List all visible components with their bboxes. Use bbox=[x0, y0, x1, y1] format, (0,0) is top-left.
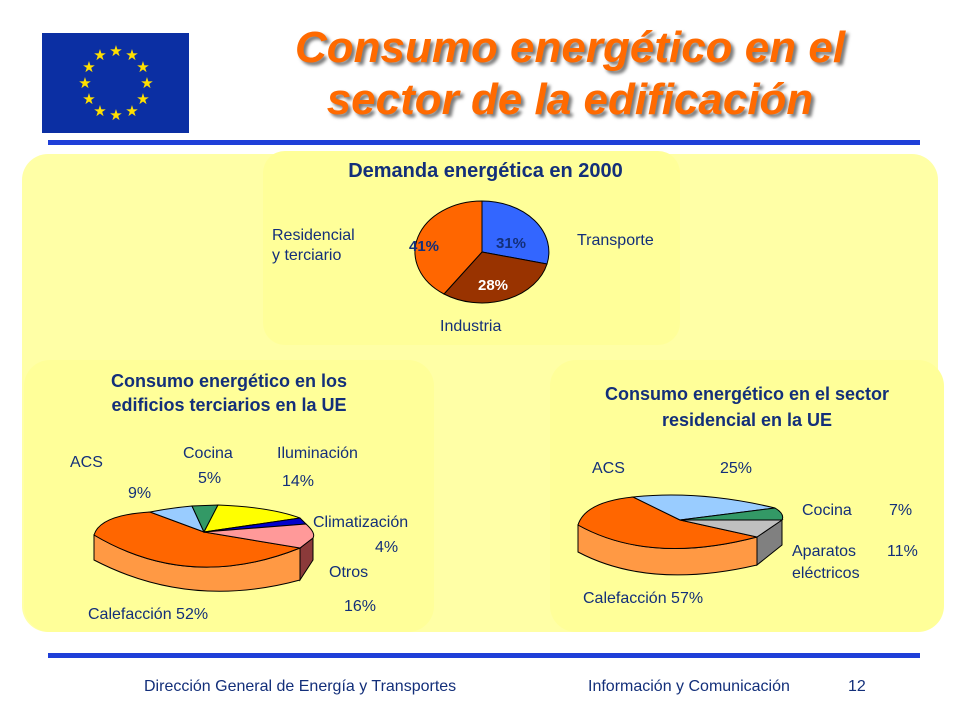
label-residencial-line1: Residencial bbox=[272, 227, 355, 244]
svg-text:★: ★ bbox=[93, 46, 106, 64]
footer-left: Dirección General de Energía y Transport… bbox=[144, 678, 457, 695]
tertiary-title-line1: Consumo energético en los bbox=[110, 371, 348, 391]
residential-value-acs: 25% bbox=[720, 460, 753, 477]
residential-label-calefaccion: Calefacción 57% bbox=[583, 590, 704, 607]
pie-slice-otros bbox=[203, 523, 315, 549]
pie-slice-calefaccion bbox=[577, 496, 758, 550]
tertiary-label-iluminacion: Iluminación bbox=[277, 445, 358, 462]
tertiary-label-cocina: Cocina bbox=[183, 445, 233, 462]
tertiary-value-otros: 16% bbox=[344, 598, 377, 615]
pie-slice-aparatos bbox=[679, 519, 784, 538]
svg-text:★: ★ bbox=[125, 46, 138, 64]
residential-title-line1: Consumo energético en el sector bbox=[604, 384, 890, 404]
title-line-1: Consumo energético en el bbox=[294, 23, 846, 72]
value-industria: 28% bbox=[478, 277, 509, 294]
label-industria: Industria bbox=[440, 318, 502, 335]
slide-title: Consumo energético en el sector de la ed… bbox=[220, 22, 920, 126]
residential-title-line2: residencial en la UE bbox=[661, 410, 833, 430]
svg-text:★: ★ bbox=[136, 90, 149, 108]
residential-label-aparatos-line2: eléctricos bbox=[792, 565, 860, 582]
residential-value-aparatos: 11% bbox=[887, 543, 918, 560]
pie-slice-transporte bbox=[481, 200, 550, 265]
eu-flag: ★ ★ ★ ★ ★ ★ ★ ★ ★ ★ ★ ★ bbox=[42, 33, 189, 133]
tertiary-label-climatizacion: Climatización bbox=[313, 514, 409, 531]
bottom-divider bbox=[48, 653, 920, 658]
svg-text:★: ★ bbox=[109, 42, 122, 60]
value-transporte: 31% bbox=[496, 235, 527, 252]
demand-pie bbox=[414, 200, 550, 304]
residential-pie bbox=[577, 494, 784, 576]
tertiary-label-otros: Otros bbox=[329, 564, 369, 581]
residential-label-cocina: Cocina bbox=[802, 502, 852, 519]
tertiary-title-line2: edificios terciarios en la UE bbox=[111, 395, 347, 415]
svg-text:★: ★ bbox=[78, 74, 91, 92]
tertiary-label-calefaccion: Calefacción 52% bbox=[88, 606, 209, 623]
value-residencial: 41% bbox=[409, 238, 440, 255]
title-line-2: sector de la edificación bbox=[326, 75, 814, 124]
page-number: 12 bbox=[848, 678, 866, 695]
svg-text:★: ★ bbox=[136, 58, 149, 76]
svg-text:★: ★ bbox=[109, 106, 122, 124]
demand-title: Demanda energética en 2000 bbox=[348, 160, 623, 182]
tertiary-value-acs: 9% bbox=[128, 485, 152, 502]
tertiary-label-acs: ACS bbox=[70, 454, 103, 471]
svg-text:★: ★ bbox=[125, 102, 138, 120]
residential-panel bbox=[550, 360, 944, 632]
pie-slice-acs bbox=[631, 494, 776, 521]
footer-right: Información y Comunicación bbox=[588, 678, 790, 695]
residential-label-aparatos-line1: Aparatos bbox=[792, 543, 857, 560]
tertiary-title: Consumo energético en los edificios terc… bbox=[28, 369, 430, 417]
eu-stars-icon: ★ ★★ ★★★ ★★★ ★★★ bbox=[78, 42, 153, 124]
tertiary-value-iluminacion: 14% bbox=[282, 473, 315, 490]
pie-slice-iluminacion bbox=[203, 504, 301, 533]
svg-text:★: ★ bbox=[82, 90, 95, 108]
top-divider bbox=[48, 140, 920, 145]
svg-text:★: ★ bbox=[93, 102, 106, 120]
pie-slice-calefaccion bbox=[93, 511, 302, 568]
tertiary-pie bbox=[93, 504, 315, 592]
label-transporte: Transporte bbox=[577, 232, 654, 249]
tertiary-value-cocina: 5% bbox=[198, 470, 222, 487]
svg-text:★: ★ bbox=[82, 58, 95, 76]
residential-label-acs: ACS bbox=[592, 460, 625, 477]
pie-slice-industria bbox=[443, 251, 548, 304]
pie-slice-residencial bbox=[414, 200, 483, 295]
svg-text:★: ★ bbox=[140, 74, 153, 92]
residential-title: Consumo energético en el sector residenc… bbox=[552, 381, 942, 433]
residential-value-cocina: 7% bbox=[889, 502, 913, 519]
tertiary-value-climatizacion: 4% bbox=[375, 539, 399, 556]
label-residencial-line2: y terciario bbox=[272, 247, 342, 264]
